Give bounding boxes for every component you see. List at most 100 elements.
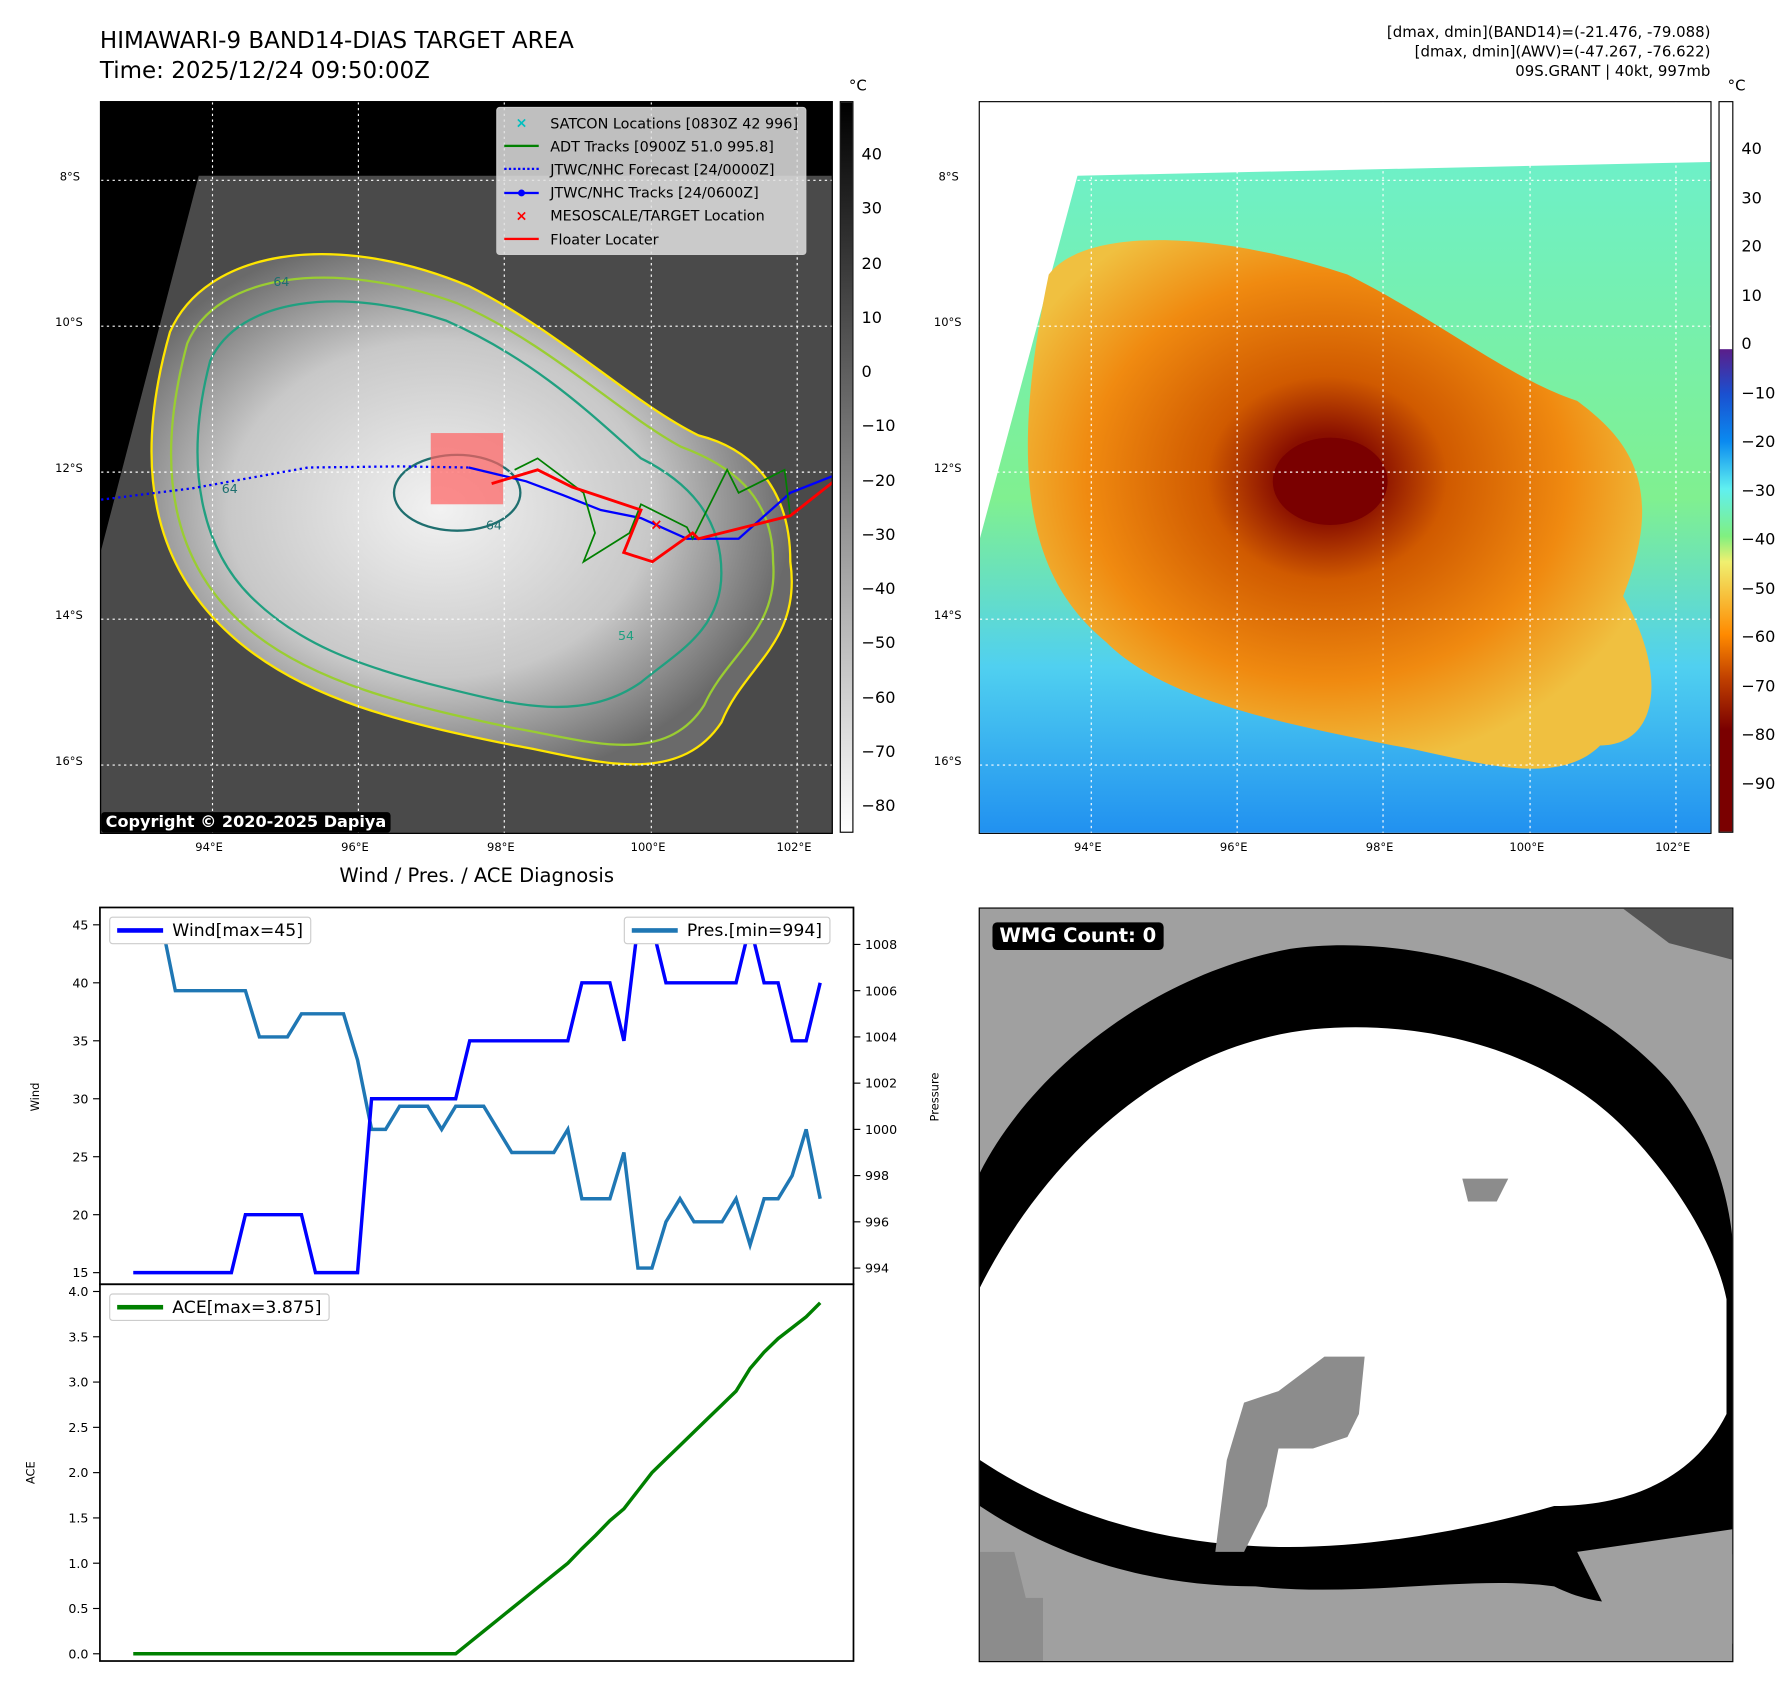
colorbar-tick-label: −90 — [1741, 775, 1776, 794]
colorbar-tick-label: −70 — [1741, 677, 1776, 697]
colorbar-unit: °C — [1727, 78, 1746, 96]
legend-item-jtwc: JTWC/NHC Tracks [24/0600Z] — [504, 181, 798, 204]
wind-tick-label: 15 — [72, 1265, 88, 1280]
dias-imagery — [979, 102, 1711, 833]
ace-tick-label: 0.5 — [68, 1601, 88, 1616]
cloud-mass — [151, 254, 792, 765]
info-storm: 09S.GRANT | 40kt, 997mb — [1515, 63, 1711, 81]
colorbar-tick-label: 0 — [1741, 335, 1752, 354]
wind-tick-label: 25 — [72, 1149, 88, 1164]
colorbar-tick-label: 20 — [1741, 237, 1762, 257]
pressure-line-icon — [631, 928, 678, 933]
info-awv: [dmax, dmin](AWV)=(-47.267, -76.622) — [1414, 43, 1711, 61]
ace-tick-label: 0.0 — [68, 1646, 88, 1661]
lon-label: 98°E — [1365, 841, 1394, 855]
ace-legend: ACE[max=3.875] — [109, 1293, 330, 1322]
lat-label: 16°S — [55, 755, 83, 769]
info-block: [dmax, dmin](BAND14)=(-21.476, -79.088) … — [1387, 23, 1711, 82]
colorbar-tick-label: 40 — [1741, 140, 1762, 159]
lon-label: 100°E — [630, 841, 666, 855]
lon-label: 100°E — [1509, 841, 1545, 855]
contour-label: 64 — [222, 481, 238, 496]
colorbar-tick-label: −10 — [1741, 384, 1776, 403]
pressure-tick-label: 996 — [865, 1214, 889, 1229]
colorbar-tick-label: 30 — [1741, 188, 1762, 208]
graticule — [979, 102, 1711, 833]
pressure-tick-label: 1008 — [865, 937, 897, 952]
legend-label: SATCON Locations [0830Z 42 996] — [550, 114, 799, 132]
contour-label: 64 — [273, 274, 289, 289]
lat-label: 8°S — [938, 171, 959, 184]
colorbar-tick-label: −80 — [1741, 726, 1776, 745]
wind-line-icon — [117, 928, 164, 933]
wmg-gray-patch — [1577, 1529, 1733, 1644]
legend-item-floater: Floater Locater — [504, 227, 798, 250]
dias-map — [978, 101, 1712, 834]
ace-tick-label: 4.0 — [68, 1284, 88, 1299]
contour-lightgreen — [170, 276, 775, 746]
legend-item-satcon: × SATCON Locations [0830Z 42 996] — [504, 111, 798, 134]
lon-label: 102°E — [776, 841, 812, 855]
lon-label: 96°E — [341, 841, 369, 855]
legend-item-adt: ADT Tracks [0900Z 51.0 995.8] — [504, 135, 798, 158]
lon-label: 102°E — [1655, 841, 1691, 855]
pressure-tick-label: 1004 — [865, 1030, 897, 1045]
line-dot-icon — [504, 186, 539, 200]
wmg-dark-patch — [1623, 908, 1733, 960]
legend-label: Wind[max=45] — [172, 920, 303, 941]
wind-tick-label: 30 — [72, 1091, 88, 1106]
wind-tick-label: 20 — [72, 1207, 88, 1222]
contour-teal — [196, 300, 723, 709]
wmg-gray-patch — [1462, 1178, 1509, 1202]
wind-tick-label: 35 — [72, 1033, 88, 1048]
ace-axis-label: ACE — [23, 1461, 37, 1484]
colorbar-tick-label: −40 — [1741, 531, 1776, 550]
line-icon — [504, 139, 539, 153]
pressure-legend: Pres.[min=994] — [623, 916, 831, 945]
pressure-axis-label: Pressure — [927, 1073, 941, 1122]
colorbar-tick-label: −60 — [861, 688, 896, 708]
map-legend: × SATCON Locations [0830Z 42 996] ADT Tra… — [496, 106, 807, 256]
lat-label: 8°S — [59, 171, 81, 184]
colorbar-tick-label: −60 — [1741, 628, 1776, 648]
wmg-gray-patch — [1215, 1356, 1365, 1552]
legend-label: ACE[max=3.875] — [172, 1296, 322, 1318]
figure-time: Time: 2025/12/24 09:50:00Z — [99, 56, 430, 84]
legend-label: Floater Locater — [550, 230, 659, 248]
colorbar-tick-label: 10 — [861, 308, 883, 328]
legend-item-forecast: JTWC/NHC Forecast [24/0000Z] — [504, 158, 798, 181]
lon-label: 94°E — [1074, 841, 1102, 855]
ace-plot-frame — [99, 1283, 855, 1662]
legend-item-target: × MESOSCALE/TARGET Location — [504, 204, 798, 227]
copyright-badge: Copyright © 2020-2025 Dapiya — [101, 812, 391, 833]
pressure-tick-label: 1002 — [865, 1076, 897, 1091]
pressure-tick-label: 1000 — [865, 1122, 897, 1137]
colorbar-tick-label: −50 — [1741, 579, 1776, 599]
lat-label: 10°S — [933, 317, 962, 330]
lat-label: 14°S — [933, 609, 962, 623]
ace-plot: 0.0 0.5 1.0 1.5 2.0 2.5 3.0 3.5 4.0 — [68, 1284, 822, 1661]
legend-label: ADT Tracks [0900Z 51.0 995.8] — [550, 137, 774, 155]
diagnosis-title: Wind / Pres. / ACE Diagnosis — [339, 864, 615, 888]
colorbar-tick-label: −30 — [1741, 482, 1776, 501]
colorbar-tick-label: −10 — [861, 417, 896, 436]
colorbar-tick-label: 40 — [861, 145, 883, 165]
wind-pressure-plot: 15 20 25 30 35 40 45 994 996 998 1000 1002 1004 1006 1… — [72, 917, 897, 1280]
band14-map: 64 64 64 54 × × SATCON Locations [0830Z 4… — [99, 101, 833, 834]
wmg-panel: WMG Count: 0 — [978, 907, 1734, 1663]
lat-label: 12°S — [55, 462, 83, 476]
ace-line — [133, 1301, 822, 1656]
wind-line — [133, 923, 822, 1275]
ace-tick-label: 2.5 — [68, 1420, 88, 1435]
colorbar-tick-label: −30 — [861, 525, 896, 545]
colorbar-tick-label: −20 — [1741, 433, 1776, 452]
legend-label: Pres.[min=994] — [686, 920, 823, 941]
color-colorbar — [1718, 101, 1734, 833]
colorbar-tick-label: 20 — [861, 254, 883, 273]
lon-label: 98°E — [487, 841, 515, 855]
pressure-tick-label: 998 — [865, 1168, 889, 1183]
legend-label: MESOSCALE/TARGET Location — [550, 207, 765, 225]
info-band14: [dmax, dmin](BAND14)=(-21.476, -79.088) — [1386, 24, 1711, 42]
lat-label: 16°S — [933, 755, 962, 769]
colorbar-tick-label: −40 — [861, 580, 896, 599]
